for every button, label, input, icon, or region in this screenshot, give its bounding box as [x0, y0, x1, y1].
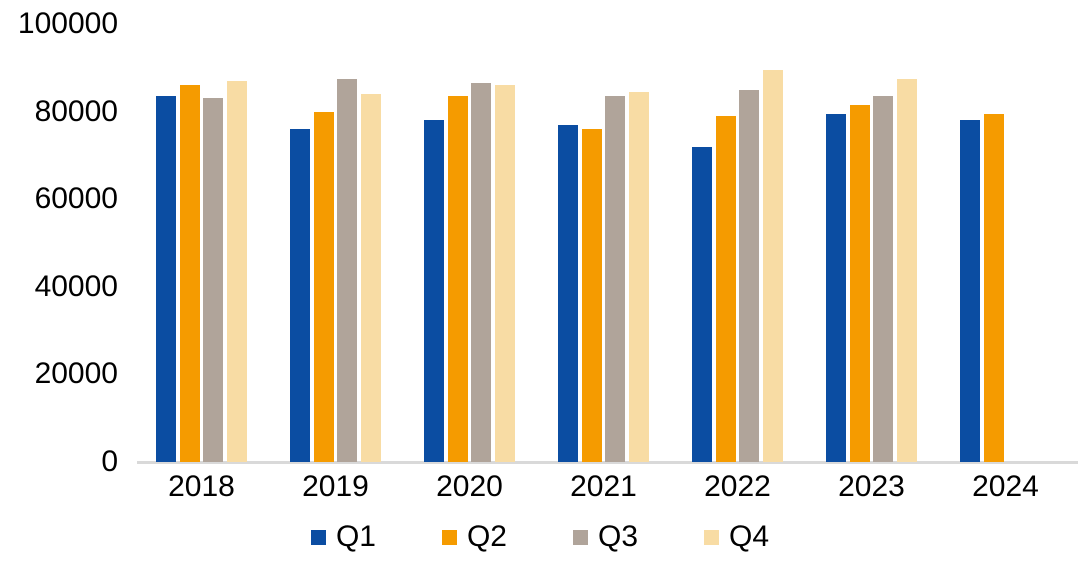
bar-q2-2021: [581, 129, 602, 462]
legend-label: Q1: [335, 520, 376, 553]
bar-q4-2021: [628, 92, 649, 462]
bar-slot: [849, 24, 870, 462]
bar-q2-2022: [715, 116, 736, 462]
y-axis: 0 20000 40000 60000 80000 100000: [0, 0, 118, 565]
bar-slot: [203, 24, 224, 462]
x-axis-line: [137, 461, 1078, 464]
bar-slot: [762, 24, 783, 462]
x-tick-label-2020: 2020: [436, 470, 503, 503]
bar-q1-2024: [960, 120, 980, 462]
legend-label: Q3: [598, 520, 639, 553]
bar-q4-2019: [360, 94, 381, 462]
bar-q1-2018: [156, 96, 176, 462]
bar-slot: [558, 24, 578, 462]
y-tick-label: 20000: [34, 357, 118, 391]
bar-q3-2019: [337, 79, 358, 462]
bar-q4-2022: [762, 70, 783, 462]
x-tick-label-2018: 2018: [168, 470, 235, 503]
x-tick-label-2022: 2022: [704, 470, 771, 503]
bar-slot: [581, 24, 602, 462]
bar-slot: [628, 24, 649, 462]
bar-q2-2018: [179, 85, 200, 462]
bar-q4-2018: [226, 81, 247, 462]
bar-q3-2020: [471, 83, 492, 462]
legend-item-q4: Q4: [704, 520, 769, 554]
legend-item-q3: Q3: [573, 520, 638, 554]
bar-slot: [179, 24, 200, 462]
bar-slot: [447, 24, 468, 462]
legend-item-q1: Q1: [310, 520, 376, 554]
bar-slot: [424, 24, 444, 462]
y-tick-label: 40000: [34, 269, 118, 303]
bar-group-2022: [692, 24, 783, 462]
bar-slot: [360, 24, 381, 462]
bar-group-2023: [826, 24, 917, 462]
legend-swatch-q4: [704, 529, 720, 545]
bar-q2-2023: [849, 105, 870, 462]
bar-q2-2024: [983, 114, 1004, 462]
bar-slot: [873, 24, 894, 462]
y-tick-label: 100000: [17, 7, 118, 40]
bar-q4-2023: [896, 79, 917, 462]
bar-q3-2018: [203, 98, 224, 462]
bar-slot: [226, 24, 247, 462]
bar-group-2020: [424, 24, 515, 462]
bar-q2-2019: [313, 112, 334, 462]
bar-q2-2020: [447, 96, 468, 462]
bar-q3-2023: [873, 96, 894, 462]
legend-item-q2: Q2: [441, 520, 507, 554]
bar-slot: [313, 24, 334, 462]
bar-q1-2020: [424, 120, 444, 462]
bar-group-2024: [960, 24, 1051, 462]
bar-slot: [605, 24, 626, 462]
bar-q1-2019: [290, 129, 310, 462]
legend-swatch-q1: [310, 529, 326, 545]
bar-group-2018: [156, 24, 247, 462]
y-tick-label: 0: [101, 445, 118, 478]
bar-q3-2022: [739, 90, 760, 462]
bar-group-2021: [558, 24, 649, 462]
bar-slot: [692, 24, 712, 462]
legend-label: Q4: [729, 520, 770, 553]
bar-slot: [1031, 24, 1051, 462]
x-tick-label-2024: 2024: [972, 470, 1039, 503]
bar-group-2019: [290, 24, 381, 462]
bar-slot: [156, 24, 176, 462]
legend-swatch-q2: [441, 529, 457, 545]
legend: Q1 Q2 Q3 Q4: [0, 520, 1080, 554]
legend-label: Q2: [466, 520, 507, 553]
x-tick-label-2021: 2021: [570, 470, 637, 503]
x-axis: 2018 2019 2020 2021 2022 2023 2024: [137, 470, 1078, 510]
bar-slot: [290, 24, 310, 462]
bar-slot: [960, 24, 980, 462]
legend-swatch-q3: [573, 529, 588, 545]
bar-slot: [896, 24, 917, 462]
bar-q1-2021: [558, 125, 578, 462]
plot-area: [137, 24, 1078, 464]
x-tick-label-2023: 2023: [838, 470, 905, 503]
bar-q4-2020: [494, 85, 515, 462]
bar-slot: [739, 24, 760, 462]
bar-slot: [337, 24, 358, 462]
bar-q1-2023: [826, 114, 846, 462]
bar-slot: [715, 24, 736, 462]
bar-slot: [471, 24, 492, 462]
y-tick-label: 80000: [34, 94, 118, 128]
bar-slot: [983, 24, 1004, 462]
bar-slot: [494, 24, 515, 462]
bar-slot: [1007, 24, 1027, 462]
y-tick-label: 60000: [34, 182, 118, 216]
bar-q1-2022: [692, 147, 712, 462]
x-tick-label-2019: 2019: [302, 470, 369, 503]
bar-q3-2021: [605, 96, 626, 462]
bar-slot: [826, 24, 846, 462]
